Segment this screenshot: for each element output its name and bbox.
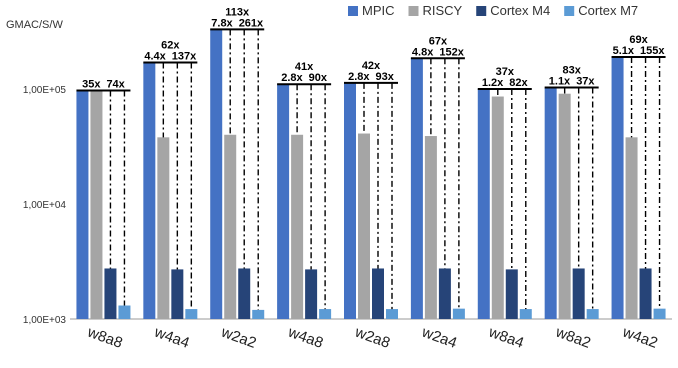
annotation-label: 5.1x (613, 45, 635, 57)
bar-mpic-w4a8 (277, 84, 290, 319)
bar-riscy-w2a8 (358, 133, 370, 319)
category-label: w4a2 (619, 323, 659, 352)
annotation-label: 82x (509, 77, 528, 89)
bar-mpic-w2a8 (344, 82, 356, 319)
legend-swatch (476, 6, 487, 16)
legend-swatch (564, 6, 575, 16)
bar-riscy-w4a8 (291, 134, 304, 319)
annotation-label: 7.8x (211, 17, 233, 29)
annotation-label: 4.4x (144, 50, 166, 62)
category-label: w8a2 (553, 323, 593, 352)
annotation-label: 261x (239, 17, 264, 29)
bar-cortex-m7-w8a4 (519, 309, 532, 319)
bar-mpic-w8a4 (477, 89, 490, 319)
bar-cortex-m4-w8a8 (104, 268, 117, 319)
annotation-label: 4.8x 152x (412, 46, 465, 58)
annotation-label: 37x (576, 76, 595, 88)
annotation-label: 1.1x 37x (549, 76, 596, 88)
annotation-label: 74x (106, 79, 125, 91)
annotation-label: 90x (309, 72, 328, 84)
bar-cortex-m7-w2a4 (452, 308, 465, 319)
y-axis-label: GMAC/S/W (6, 19, 63, 31)
bar-cortex-m7-w8a2 (586, 309, 599, 319)
annotation-label: 83x (562, 65, 581, 77)
bar-cortex-m7-w2a2 (252, 309, 265, 319)
category-label: w8a4 (486, 323, 526, 352)
bar-riscy-w2a4 (424, 136, 437, 319)
y-tick-label: 1,00E+03 (23, 315, 67, 326)
category-label: w8a8 (84, 323, 124, 352)
bar-cortex-m7-w4a4 (185, 309, 198, 319)
legend-label: Cortex M4 (490, 3, 550, 18)
legend: MPIC RISCY Cortex M4 Cortex M7 (348, 3, 638, 18)
y-tick-label: 1,00E+04 (23, 200, 67, 211)
category-label: w2a8 (352, 323, 392, 352)
bar-riscy-w8a8 (90, 90, 103, 320)
annotation-label: 41x (295, 61, 314, 73)
bar-cortex-m4-w2a2 (238, 268, 251, 319)
annotation-label: 137x (172, 50, 197, 62)
legend-swatch (408, 6, 419, 16)
category-label: w4a4 (151, 323, 191, 352)
bar-mpic-w2a4 (410, 58, 423, 320)
annotation-label: 93x (376, 71, 395, 83)
legend-label: MPIC (362, 3, 395, 18)
bar-cortex-m7-w2a8 (386, 309, 398, 319)
annotation-label: 113x (225, 6, 250, 18)
annotation-label: 1.2x 82x (482, 77, 529, 89)
annotation-label: 37x (496, 66, 515, 78)
legend-label: RISCY (423, 3, 463, 18)
legend-swatch (348, 6, 358, 16)
annotation-label: 5.1x 155x (613, 45, 666, 57)
y-tick-label: 1,00E+05 (23, 85, 67, 96)
annotation-label: 1.1x (549, 76, 571, 88)
bar-mpic-w8a8 (76, 90, 89, 320)
annotation-label: 2.8x 93x (348, 71, 395, 83)
bar-riscy-w2a2 (224, 134, 237, 319)
bar-riscy-w8a4 (491, 96, 504, 319)
bar-cortex-m4-w2a8 (372, 268, 384, 319)
annotation-label: 155x (640, 45, 665, 57)
annotation-label: 69x (629, 34, 648, 46)
annotation-label: 4.4x 137x (144, 50, 197, 62)
annotation-label: 1.2x (482, 77, 504, 89)
bars (76, 29, 666, 320)
annotation-label: 62x (161, 39, 180, 51)
bar-mpic-w4a4 (143, 62, 156, 319)
annotation-label: 2.8x (348, 71, 370, 83)
bar-mpic-w2a2 (210, 29, 223, 319)
annotation-label: 67x (429, 35, 448, 47)
bar-riscy-w4a2 (625, 137, 638, 319)
bar-cortex-m4-w4a2 (639, 268, 652, 319)
annotation-label: 42x (362, 60, 381, 72)
annotation-label: 2.8x (281, 72, 303, 84)
bar-mpic-w8a2 (544, 87, 557, 320)
bar-cortex-m7-w8a8 (118, 305, 131, 319)
x-axis: w8a8 w4a4 w2a2 w4a8 w2a8 w2a4 w8a4 w8a2 w4a2 (84, 323, 660, 352)
bar-cortex-m4-w2a4 (438, 268, 451, 319)
y-axis: 1,00E+03 1,00E+04 1,00E+05 (23, 85, 672, 326)
annotation-label: 2.8x 90x (281, 72, 328, 84)
bar-cortex-m7-w4a2 (653, 308, 666, 319)
bar-cortex-m4-w8a4 (505, 269, 518, 319)
annotation-label: 35x (82, 79, 101, 91)
bar-cortex-m4-w4a8 (305, 269, 318, 319)
bar-cortex-m4-w8a2 (572, 268, 585, 319)
legend-label: Cortex M7 (578, 3, 638, 18)
category-label: w2a2 (218, 323, 258, 352)
category-label: w2a4 (419, 323, 459, 352)
bar-cortex-m4-w4a4 (171, 269, 184, 319)
category-label: w4a8 (285, 323, 325, 352)
annotation-label: 7.8x 261x (211, 17, 264, 29)
bar-cortex-m7-w4a8 (319, 309, 332, 319)
annotation-label: 152x (439, 46, 464, 58)
bar-mpic-w4a2 (611, 56, 624, 320)
bar-riscy-w4a4 (157, 137, 170, 319)
bar-riscy-w8a2 (558, 93, 571, 320)
annotation-label: 35x 74x (82, 79, 126, 91)
annotation-label: 4.8x (412, 46, 434, 58)
